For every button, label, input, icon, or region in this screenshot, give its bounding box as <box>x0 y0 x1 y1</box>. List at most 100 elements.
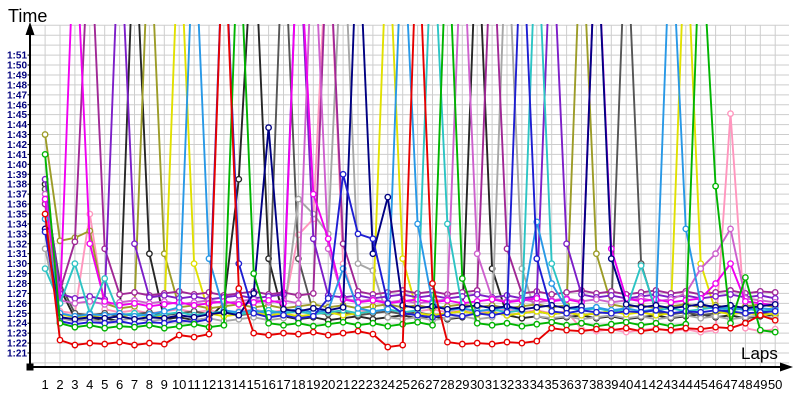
data-point-marker <box>637 262 645 270</box>
x-axis-arrow-icon <box>780 362 793 372</box>
svg-text:1:48: 1:48 <box>7 80 27 91</box>
data-point-marker <box>443 220 451 228</box>
data-point-marker <box>250 270 258 277</box>
svg-text:49: 49 <box>753 377 767 392</box>
svg-text:19: 19 <box>306 377 320 392</box>
svg-text:30: 30 <box>470 377 484 392</box>
data-point-marker <box>384 322 392 330</box>
data-point-marker <box>712 306 719 314</box>
svg-text:1:39: 1:39 <box>7 170 27 181</box>
series-gray-line <box>41 24 779 326</box>
data-point-marker <box>458 303 466 311</box>
data-point-marker <box>473 291 481 298</box>
data-point-marker <box>533 337 541 345</box>
data-point-marker <box>339 303 347 311</box>
data-point-marker <box>116 291 124 298</box>
data-point-marker <box>533 294 541 302</box>
svg-text:40: 40 <box>619 377 633 392</box>
data-point-marker <box>652 319 660 327</box>
data-point-marker <box>443 338 451 346</box>
svg-text:1:32: 1:32 <box>7 239 27 250</box>
data-point-marker <box>548 291 556 298</box>
data-point-marker <box>250 329 258 337</box>
data-point-marker <box>727 260 734 268</box>
data-point-marker <box>563 309 570 317</box>
svg-text:7: 7 <box>131 377 138 392</box>
data-point-marker <box>309 328 317 336</box>
data-point-marker <box>548 307 556 315</box>
svg-text:2: 2 <box>56 377 63 392</box>
data-point-marker <box>443 310 451 318</box>
data-point-marker <box>712 182 719 190</box>
data-point-marker <box>771 316 779 324</box>
data-point-marker <box>294 299 302 307</box>
data-point-marker <box>101 275 109 282</box>
data-point-marker <box>578 306 585 314</box>
data-point-marker <box>280 311 287 319</box>
data-point-marker <box>235 311 243 319</box>
data-point-marker <box>533 320 541 328</box>
data-point-marker <box>384 343 392 351</box>
svg-text:1:44: 1:44 <box>7 120 27 131</box>
data-point-marker <box>309 312 317 320</box>
data-point-marker <box>518 322 526 330</box>
data-point-marker <box>771 328 779 336</box>
data-point-marker <box>309 235 317 243</box>
data-point-marker <box>265 319 272 327</box>
data-point-marker <box>160 292 168 299</box>
data-point-marker <box>250 309 258 317</box>
data-point-marker <box>697 325 705 333</box>
data-point-marker <box>458 312 466 320</box>
data-point-marker <box>265 331 272 339</box>
data-point-marker <box>324 320 332 328</box>
data-point-marker <box>190 292 198 300</box>
svg-text:1:40: 1:40 <box>7 160 27 171</box>
svg-text:1:26: 1:26 <box>7 299 27 310</box>
svg-text:42: 42 <box>649 377 663 392</box>
svg-text:9: 9 <box>161 377 168 392</box>
data-point-marker <box>309 304 317 312</box>
svg-text:17: 17 <box>276 377 290 392</box>
data-point-marker <box>756 302 764 310</box>
data-point-marker <box>324 294 332 302</box>
data-point-marker <box>145 293 153 301</box>
data-point-marker <box>756 326 764 334</box>
axes <box>25 22 793 372</box>
svg-text:1:50: 1:50 <box>7 61 27 72</box>
data-point-marker <box>533 255 541 263</box>
data-point-marker <box>429 280 436 287</box>
data-point-marker <box>369 296 377 304</box>
svg-text:24: 24 <box>381 377 395 392</box>
data-point-marker <box>86 321 94 329</box>
data-point-marker <box>71 323 79 331</box>
data-point-marker <box>756 311 764 319</box>
data-point-marker <box>384 193 392 201</box>
data-point-marker <box>548 324 556 332</box>
series-blue-line <box>41 24 779 328</box>
svg-text:12: 12 <box>202 377 216 392</box>
data-point-marker <box>324 306 332 314</box>
data-point-marker <box>637 327 645 335</box>
data-point-marker <box>443 296 451 304</box>
origin-marker <box>26 363 34 371</box>
data-point-marker <box>548 260 556 268</box>
data-point-marker <box>563 240 570 248</box>
data-point-marker <box>593 250 600 258</box>
data-point-marker <box>369 319 377 327</box>
data-point-marker <box>160 324 168 332</box>
data-point-marker <box>578 327 585 335</box>
data-point-marker <box>384 313 392 321</box>
data-point-marker <box>190 301 198 309</box>
svg-text:41: 41 <box>634 377 648 392</box>
data-point-marker <box>309 322 317 330</box>
plot-area <box>41 24 779 351</box>
data-point-marker <box>697 308 705 316</box>
data-point-marker <box>190 320 198 328</box>
data-point-marker <box>771 307 779 315</box>
svg-text:1:22: 1:22 <box>7 339 27 350</box>
x-axis-title: Laps <box>741 344 778 363</box>
data-point-marker <box>324 235 332 243</box>
svg-text:3: 3 <box>71 377 78 392</box>
data-point-marker <box>488 340 496 348</box>
data-point-marker <box>116 301 124 309</box>
